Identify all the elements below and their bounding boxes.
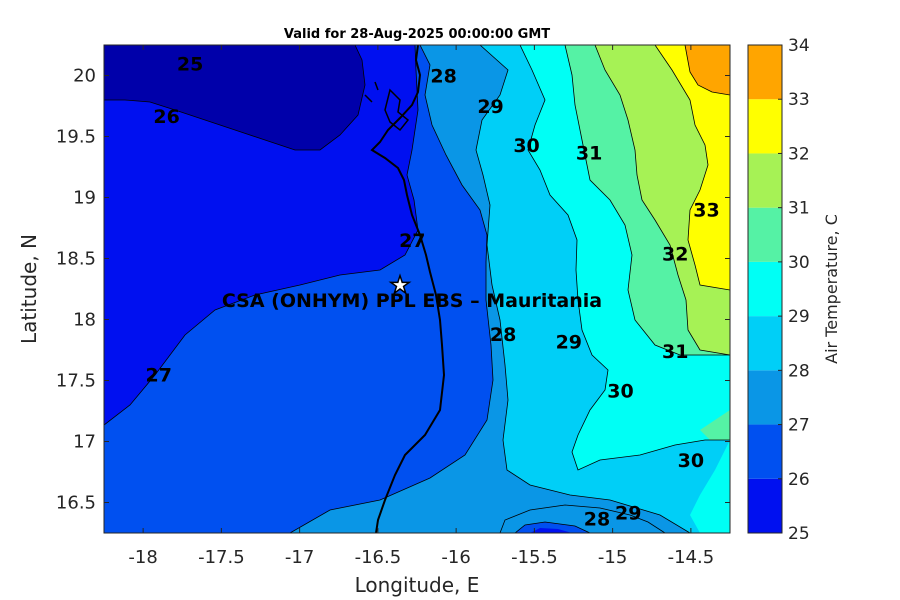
coastline (370, 45, 446, 533)
contour-label: 30 (678, 450, 704, 472)
contour-line-south-28 (499, 504, 666, 533)
y-tick-label: 17.5 (56, 371, 96, 392)
x-tick-label: -18 (128, 547, 157, 568)
band-26-27 (104, 45, 418, 425)
contour-line-26 (104, 45, 419, 426)
colorbar-frame (747, 44, 783, 534)
colorbar-tick-label: 29 (788, 307, 810, 327)
colorbar-swatch (748, 261, 782, 317)
x-axis-label: Longitude, E (355, 573, 480, 597)
colorbar-tick-label: 31 (788, 199, 810, 219)
site-label: CSA (ONHYM) PPL EBS – Mauritania (222, 290, 602, 312)
contour-label: 28 (430, 66, 456, 88)
x-axis-ticks: -18 -17.5 -17 -16.5 -16 -15.5 -15 -14.5 (128, 45, 714, 568)
contour-line-32 (654, 45, 730, 291)
band-27-28-south-pocket (515, 522, 590, 533)
y-tick-label: 20 (73, 66, 96, 87)
contour-line-28 (475, 45, 691, 533)
contour-line-30 (564, 45, 730, 356)
map-title: Valid for 28-Aug-2025 00:00:00 GMT (284, 27, 550, 42)
x-tick-label: -14.5 (668, 547, 715, 568)
contour-line-33 (684, 45, 730, 96)
colorbar: 25 26 27 28 29 30 31 32 33 34 (747, 36, 810, 544)
colorbar-tick-label: 32 (788, 144, 810, 164)
colorbar-swatch (748, 45, 782, 100)
colorbar-tick-label: 34 (788, 36, 810, 56)
y-axis-label: Latitude, N (17, 234, 41, 344)
x-tick-label: -16 (441, 547, 470, 568)
colorbar-swatch (748, 99, 782, 154)
colorbar-swatch (748, 153, 782, 208)
y-tick-label: 19 (73, 188, 96, 209)
contour-label: 28 (584, 508, 610, 530)
contour-line-25 (104, 45, 366, 151)
contour-label: 29 (556, 331, 582, 353)
contour-label: 33 (693, 200, 719, 222)
colorbar-swatch (748, 478, 782, 533)
band-25-26 (104, 45, 365, 150)
band-34-plus (685, 45, 730, 95)
colorbar-tick-label: 30 (788, 253, 810, 273)
x-tick-label: -15 (598, 547, 627, 568)
contour-line-31 (594, 45, 730, 356)
contour-lines (104, 45, 730, 533)
y-tick-label: 19.5 (56, 127, 96, 148)
contour-label: 30 (513, 135, 539, 157)
colorbar-swatch (748, 424, 782, 479)
colorbar-tick-label: 27 (788, 416, 810, 436)
contour-label: 31 (662, 341, 688, 363)
y-tick-label: 18.5 (56, 249, 96, 270)
contour-label: 27 (399, 230, 425, 252)
colorbar-tick-label: 33 (788, 90, 810, 110)
colorbar-label: Air Temperature, C (822, 214, 841, 364)
contour-label: 29 (477, 96, 503, 118)
coastline-islands (364, 81, 410, 132)
contour-label: 30 (607, 380, 633, 402)
site-marker-star-icon: ★ (389, 271, 411, 299)
colorbar-tick-label: 25 (788, 524, 810, 544)
y-tick-label: 17 (73, 432, 96, 453)
band-33-34 (655, 45, 730, 290)
band-26-27-south-pocket (530, 528, 572, 533)
x-tick-label: -16.5 (355, 547, 402, 568)
contour-label: 32 (662, 244, 688, 266)
contour-label: 27 (146, 364, 172, 386)
colorbar-tick-label: 26 (788, 470, 810, 490)
y-tick-label: 16.5 (56, 493, 96, 514)
plot-frame (103, 44, 731, 534)
contour-line-south-27 (514, 521, 591, 533)
y-tick-label: 18 (73, 310, 96, 331)
colorbar-swatch (748, 370, 782, 425)
contour-label: 31 (576, 142, 602, 164)
x-tick-label: -15.5 (511, 547, 558, 568)
colorbar-swatch (748, 316, 782, 371)
y-axis-ticks: 16.5 17 17.5 18 18.5 19 19.5 20 (56, 66, 730, 514)
contour-line-29 (519, 45, 730, 471)
contour-label: 29 (615, 502, 641, 524)
contour-label: 26 (153, 106, 179, 128)
colorbar-swatch (748, 207, 782, 262)
contour-line-27 (289, 45, 494, 533)
x-tick-label: -17.5 (198, 547, 245, 568)
colorbar-tick-label: 28 (788, 361, 810, 381)
x-tick-label: -17 (285, 547, 314, 568)
contour-label: 28 (490, 324, 516, 346)
contour-label: 25 (177, 53, 203, 75)
